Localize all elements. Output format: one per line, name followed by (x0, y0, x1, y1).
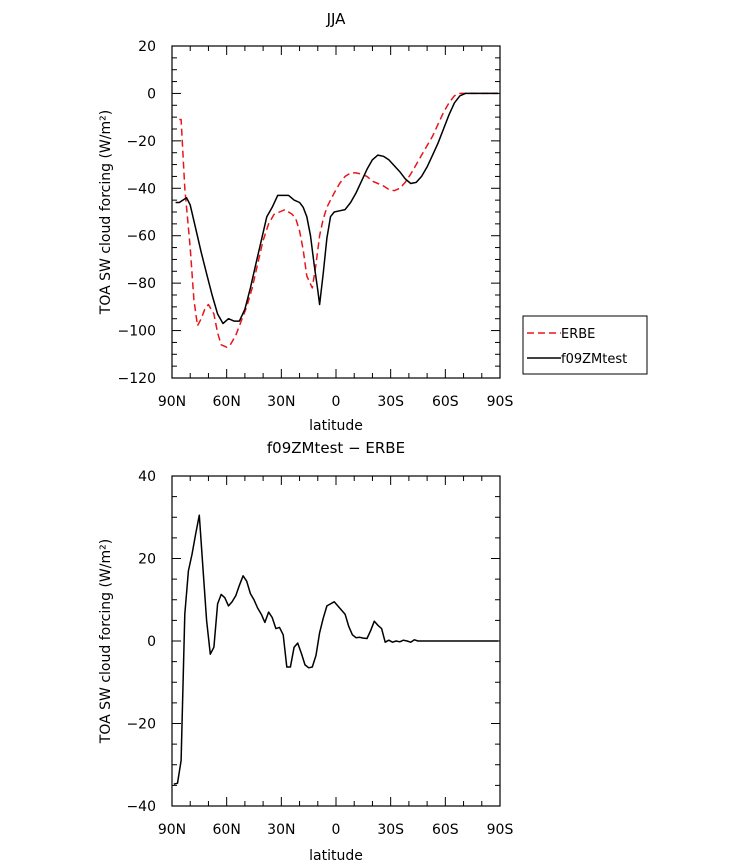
y-tick-label: −20 (126, 134, 156, 150)
x-tick-label: 90S (487, 394, 514, 410)
y-tick-label: −60 (126, 229, 156, 245)
x-tick-label: 90N (158, 394, 186, 410)
legend: ERBE f09ZMtest (522, 315, 648, 375)
y-tick-label: 0 (147, 86, 156, 102)
x-tick-label: 0 (332, 822, 341, 838)
y-tick-label: 0 (147, 634, 156, 650)
y-tick-label: 40 (138, 469, 156, 485)
chart-panel-2: f09ZMtest − ERBE 90N 60N 30N 0 30S 60S 90S 40 20 0… (98, 439, 513, 864)
x-tick-label: 30S (377, 822, 404, 838)
series-line-erbe (179, 92, 499, 348)
y-tick-label: −40 (126, 181, 156, 197)
x-tick-label: 90S (487, 822, 514, 838)
chart-panel-1: JJA 90N 60N 30N 0 30S 60S 90S 20 0 −20 −40 −60 −80 −10… (98, 10, 648, 434)
y-tick-label: −40 (126, 799, 156, 815)
legend-box (522, 315, 648, 375)
y-tick-label: 20 (138, 39, 156, 55)
chart-title: f09ZMtest − ERBE (267, 439, 405, 457)
legend-label: ERBE (561, 327, 595, 342)
x-axis-label: latitude (309, 848, 363, 864)
y-axis-label: TOA SW cloud forcing (W/m²) (98, 539, 114, 744)
chart-title: JJA (326, 10, 347, 28)
x-tick-label: 90N (158, 822, 186, 838)
y-tick-label: −80 (126, 276, 156, 292)
series-line-difference (173, 514, 499, 785)
y-tick-label: −20 (126, 717, 156, 733)
series-line-f09zmtest (175, 92, 499, 325)
x-tick-label: 60S (432, 394, 459, 410)
y-axis-label: TOA SW cloud forcing (W/m²) (98, 110, 114, 315)
x-tick-label: 60N (213, 822, 241, 838)
y-tick-label: −100 (118, 324, 156, 340)
y-tick-label: 20 (138, 552, 156, 568)
x-tick-label: 30N (267, 822, 295, 838)
y-tick-label: −120 (118, 371, 156, 387)
legend-label: f09ZMtest (561, 352, 627, 367)
x-tick-label: 60S (432, 822, 459, 838)
x-tick-label: 0 (332, 394, 341, 410)
x-tick-label: 30N (267, 394, 295, 410)
x-tick-label: 60N (213, 394, 241, 410)
x-tick-label: 30S (377, 394, 404, 410)
x-axis-label: latitude (309, 418, 363, 434)
